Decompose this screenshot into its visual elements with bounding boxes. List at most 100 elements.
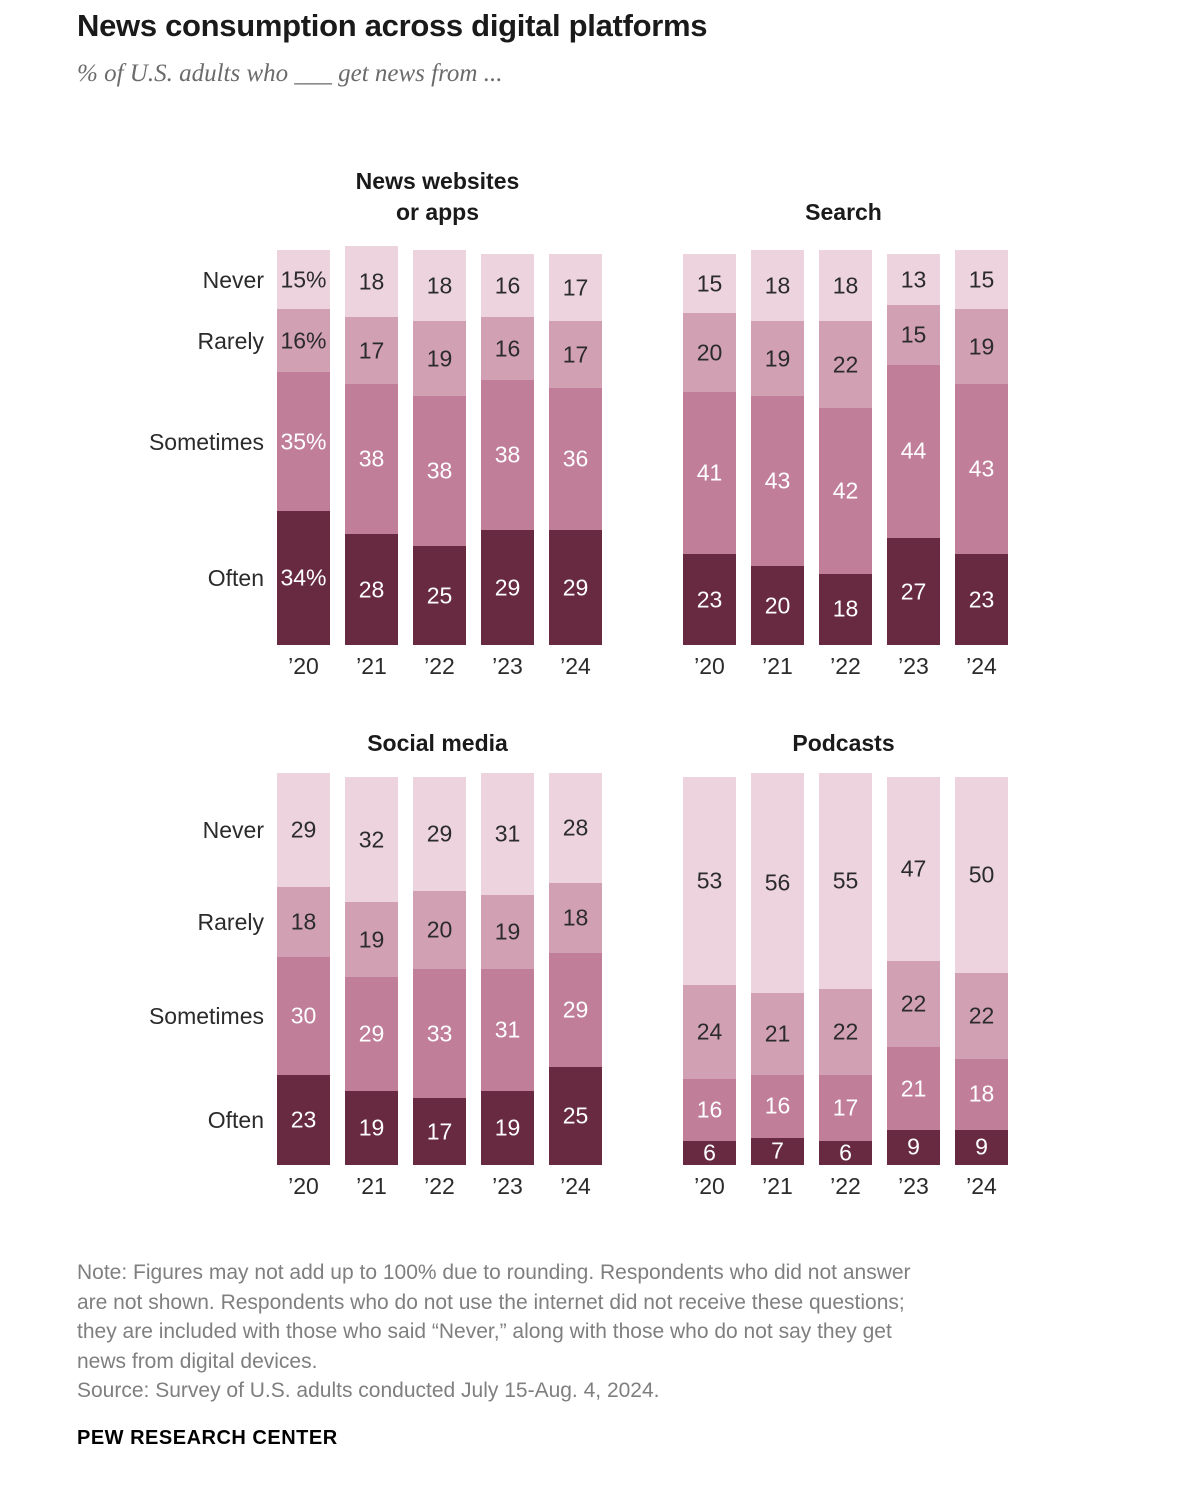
bar-segment-sometimes: 30 (277, 957, 330, 1075)
page-title: News consumption across digital platform… (77, 8, 708, 43)
bars-news-websites-or-apps: 15% 16% 35% 34% 18 17 38 28 18 19 38 25 16 16 38 29 17 17… (277, 246, 602, 645)
chart-title-line: News websites (355, 168, 520, 194)
segment-value-label: 33 (426, 1020, 453, 1047)
bar-segment-often: 25 (549, 1067, 602, 1165)
segment-value-label: 38 (426, 457, 453, 484)
bar-segment-never: 18 (413, 250, 466, 322)
stacked-bar-social-media-20: 29 18 30 23 (277, 773, 330, 1165)
note-line: news from digital devices. (77, 1349, 318, 1373)
bar-segment-rarely: 21 (751, 992, 804, 1075)
segment-value-label: 22 (968, 1002, 995, 1029)
segment-value-label: 6 (703, 1139, 716, 1166)
stacked-bar-search-23: 13 15 44 27 (887, 253, 940, 645)
stacked-bar-social-media-22: 29 20 33 17 (413, 776, 466, 1165)
bar-segment-sometimes: 44 (887, 364, 940, 539)
bar-segment-rarely: 22 (955, 972, 1008, 1060)
chart-title-podcasts: Podcasts (681, 728, 1006, 759)
segment-value-label: 29 (562, 996, 589, 1023)
bar-segment-often: 20 (751, 566, 804, 645)
bar-segment-never: 18 (345, 246, 398, 318)
year-tick-label: ’20 (694, 1173, 725, 1199)
segment-value-label: 36 (562, 445, 589, 472)
stacked-bar-social-media-21: 32 19 29 19 (345, 776, 398, 1165)
stacked-bar-search-20: 15 20 41 23 (683, 253, 736, 645)
row-label-never: Never (202, 816, 264, 843)
year-tick-label: ’21 (356, 653, 387, 679)
segment-value-label: 35% (280, 428, 327, 455)
bar-segment-never: 29 (413, 776, 466, 891)
segment-value-label: 43 (968, 455, 995, 482)
year-tick-label: ’20 (694, 653, 725, 679)
bar-segment-sometimes: 29 (345, 976, 398, 1091)
bar-segment-rarely: 19 (955, 309, 1008, 385)
year-tick-label: ’21 (762, 1173, 793, 1199)
segment-value-label: 29 (562, 574, 589, 601)
bar-segment-never: 32 (345, 776, 398, 903)
segment-value-label: 18 (290, 908, 317, 935)
segment-value-label: 15 (900, 321, 927, 348)
stacked-bar-podcasts-24: 50 22 18 9 (955, 776, 1008, 1165)
stacked-bar-podcasts-22: 55 22 17 6 (819, 773, 872, 1165)
segment-value-label: 19 (764, 345, 791, 372)
year-tick-label: ’23 (898, 653, 929, 679)
stacked-bar-social-media-24: 28 18 29 25 (549, 773, 602, 1165)
segment-value-label: 18 (562, 904, 589, 931)
row-label-often: Often (207, 1106, 264, 1133)
year-tick-label: ’23 (898, 1173, 929, 1199)
chart-title-line: Search (805, 199, 882, 225)
note-line: are not shown. Respondents who do not us… (77, 1290, 905, 1314)
segment-value-label: 22 (832, 351, 859, 378)
bar-segment-never: 15% (277, 250, 330, 310)
year-tick-label: ’22 (424, 1173, 455, 1199)
bar-segment-sometimes: 41 (683, 392, 736, 555)
segment-value-label: 23 (968, 586, 995, 613)
segment-value-label: 20 (696, 339, 723, 366)
segment-value-label: 47 (900, 855, 927, 882)
bar-segment-often: 23 (277, 1074, 330, 1165)
bar-segment-often: 27 (887, 538, 940, 645)
bar-segment-sometimes: 38 (481, 380, 534, 531)
branding: PEW RESEARCH CENTER (77, 1427, 338, 1449)
segment-value-label: 18 (968, 1080, 995, 1107)
segment-value-label: 17 (358, 337, 385, 364)
year-axis-podcasts: ’20 ’21 ’22 ’23 ’24 (683, 1173, 1008, 1200)
segment-value-label: 31 (494, 1016, 521, 1043)
bar-segment-never: 15 (955, 250, 1008, 310)
segment-value-label: 38 (494, 441, 521, 468)
bar-segment-never: 50 (955, 776, 1008, 973)
bar-segment-never: 18 (751, 250, 804, 322)
year-tick-label: ’24 (560, 1173, 591, 1199)
bars-search: 15 20 41 23 18 19 43 20 18 22 42 18 13 15 44 27 15 19 43 23 (683, 250, 1008, 645)
bar-segment-rarely: 17 (549, 321, 602, 389)
bar-segment-rarely: 20 (683, 313, 736, 393)
segment-value-label: 16 (696, 1096, 723, 1123)
chart-title-line: or apps (395, 199, 480, 225)
bar-segment-never: 18 (819, 250, 872, 322)
stacked-bar-news-websites-or-apps-23: 16 16 38 29 (481, 253, 534, 645)
bar-segment-often: 19 (481, 1090, 534, 1165)
segment-value-label: 21 (764, 1020, 791, 1047)
bar-segment-sometimes: 33 (413, 969, 466, 1099)
segment-value-label: 32 (358, 826, 385, 853)
bar-segment-often: 7 (751, 1137, 804, 1165)
segment-value-label: 18 (832, 595, 859, 622)
stacked-bar-podcasts-20: 53 24 16 6 (683, 776, 736, 1166)
year-tick-label: ’21 (762, 653, 793, 679)
year-tick-label: ’20 (288, 1173, 319, 1199)
segment-value-label: 16 (764, 1092, 791, 1119)
chart-title-news-websites-or-apps: News websites or apps (275, 166, 600, 228)
segment-value-label: 44 (900, 437, 927, 464)
segment-value-label: 28 (358, 576, 385, 603)
chart-title-social-media: Social media (275, 728, 600, 759)
bar-segment-rarely: 22 (819, 988, 872, 1075)
year-tick-label: ’24 (966, 653, 997, 679)
stacked-bar-search-21: 18 19 43 20 (751, 250, 804, 645)
segment-value-label: 25 (426, 582, 453, 609)
bar-segment-rarely: 18 (277, 886, 330, 958)
bar-segment-sometimes: 31 (481, 969, 534, 1091)
bar-segment-often: 29 (549, 530, 602, 645)
bar-segment-rarely: 22 (819, 321, 872, 409)
bar-segment-often: 34% (277, 510, 330, 645)
chart-title-search: Search (681, 197, 1006, 228)
